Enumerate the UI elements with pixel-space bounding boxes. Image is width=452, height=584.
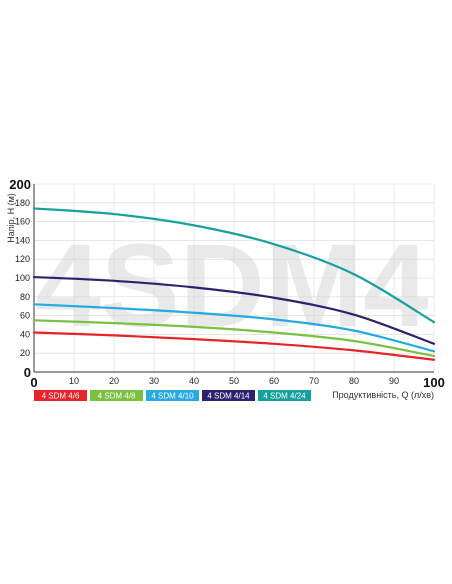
series-line	[32, 331, 436, 361]
tick-labels: 0 20 40 60 80 100 120 140 160 180 200 0 10 20 30 40 50 60…	[9, 177, 445, 390]
series-lines	[32, 207, 436, 361]
x-tick-label: 60	[269, 376, 279, 386]
x-tick-label: 50	[229, 376, 239, 386]
legend-label: 4 SDM 4/10	[151, 392, 194, 401]
watermark-text: 4SDM4	[35, 220, 428, 352]
legend-swatch	[146, 390, 199, 401]
x-tick-label: 10	[69, 376, 79, 386]
x-tick-label: 0	[30, 375, 37, 390]
legend-label: 4 SDM 4/8	[98, 392, 136, 401]
series-line	[32, 319, 436, 358]
x-tick-label: 20	[109, 376, 119, 386]
x-tick-label: 40	[189, 376, 199, 386]
y-tick-label: 80	[20, 292, 30, 302]
y-tick-label: 100	[15, 273, 30, 283]
y-tick-label: 20	[20, 348, 30, 358]
legend-swatch	[34, 390, 87, 401]
legend-swatch	[258, 390, 311, 401]
x-tick-label: 80	[349, 376, 359, 386]
y-tick-label: 160	[15, 217, 30, 227]
series-line	[32, 275, 436, 345]
y-tick-label: 140	[15, 235, 30, 245]
y-tick-label: 180	[15, 198, 30, 208]
x-tick-label: 70	[309, 376, 319, 386]
legend-label: 4 SDM 4/24	[263, 392, 306, 401]
y-tick-label: 200	[9, 177, 31, 192]
legend-swatch	[90, 390, 143, 401]
y-tick-label: 0	[24, 365, 31, 380]
y-axis-title: Напір, H (м)	[6, 193, 16, 243]
y-tick-label: 120	[15, 254, 30, 264]
legend-label: 4 SDM 4/6	[42, 392, 80, 401]
x-tick-label: 90	[389, 376, 399, 386]
x-tick-label: 30	[149, 376, 159, 386]
x-axis-title: Продуктивність, Q (л/хв)	[332, 390, 434, 400]
y-tick-label: 40	[20, 329, 30, 339]
legend-label: 4 SDM 4/14	[207, 392, 250, 401]
x-tick-label: 100	[423, 375, 445, 390]
series-line	[32, 207, 436, 324]
series-line	[32, 303, 436, 353]
legend-swatch	[202, 390, 255, 401]
legend: 4 SDM 4/6 4 SDM 4/8 4 SDM 4/10 4 SDM 4/14 4 …	[34, 390, 311, 401]
y-tick-label: 60	[20, 311, 30, 321]
